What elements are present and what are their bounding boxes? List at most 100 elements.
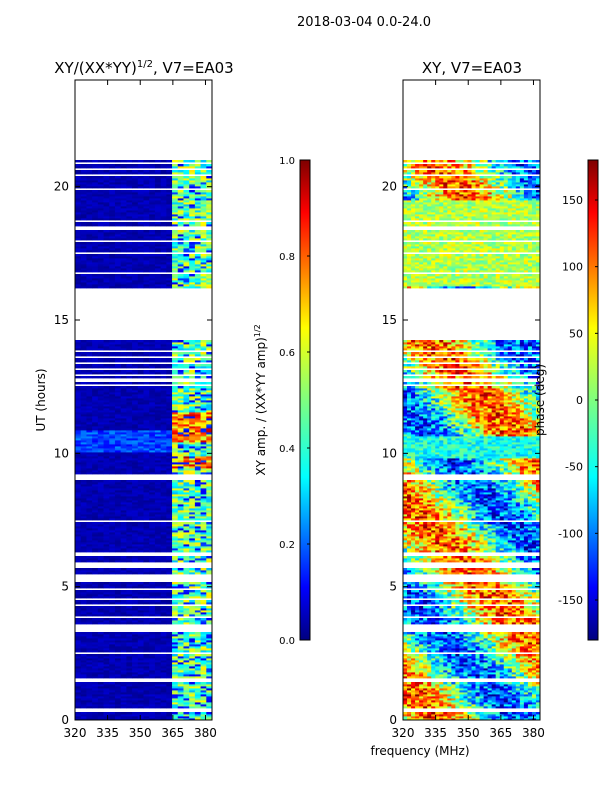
heatmap-cell bbox=[126, 684, 133, 687]
heatmap-cell bbox=[149, 662, 156, 665]
heatmap-cell bbox=[166, 342, 173, 345]
heatmap-cell bbox=[132, 364, 139, 367]
heatmap-cell bbox=[206, 492, 212, 495]
heatmap-cell bbox=[149, 688, 156, 691]
heatmap-cell bbox=[143, 396, 150, 399]
heatmap-cell bbox=[75, 480, 82, 483]
heatmap-cell bbox=[149, 692, 156, 695]
heatmap-cell bbox=[154, 432, 162, 435]
heatmap-cell bbox=[114, 354, 122, 357]
heatmap-cell bbox=[149, 596, 156, 599]
heatmap-cell bbox=[206, 212, 212, 215]
heatmap-cell bbox=[132, 718, 139, 720]
heatmap-cell bbox=[166, 208, 173, 211]
heatmap-cell bbox=[154, 606, 162, 609]
heatmap-cell bbox=[177, 426, 184, 429]
heatmap-cell bbox=[206, 546, 212, 549]
heatmap-cell bbox=[172, 178, 179, 181]
heatmap-cell bbox=[126, 422, 133, 425]
heatmap-cell bbox=[114, 172, 122, 175]
heatmap-cell bbox=[75, 360, 82, 363]
heatmap-cell bbox=[86, 284, 93, 287]
heatmap-cell bbox=[160, 660, 167, 663]
heatmap-cell bbox=[177, 662, 184, 665]
heatmap-cell bbox=[120, 284, 127, 287]
heatmap-cell bbox=[194, 436, 201, 439]
heatmap-cell bbox=[154, 192, 162, 195]
heatmap-cell bbox=[189, 522, 196, 525]
heatmap-cell bbox=[172, 568, 179, 571]
heatmap-cell bbox=[114, 180, 122, 183]
heatmap-cell bbox=[166, 212, 173, 215]
heatmap-cell bbox=[154, 424, 162, 427]
heatmap-cell bbox=[177, 382, 184, 385]
heatmap-cell bbox=[154, 270, 162, 273]
heatmap-cell bbox=[160, 686, 167, 689]
heatmap-cell bbox=[137, 602, 144, 605]
heatmap-cell bbox=[172, 198, 179, 201]
heatmap-cell bbox=[154, 260, 162, 263]
heatmap-cell bbox=[160, 688, 167, 691]
heatmap-cell bbox=[200, 268, 207, 271]
heatmap-cell bbox=[200, 390, 207, 393]
heatmap-cell bbox=[103, 656, 110, 659]
heatmap-cell bbox=[97, 542, 104, 545]
heatmap-cell bbox=[132, 648, 139, 651]
heatmap-cell bbox=[132, 232, 139, 235]
heatmap-cell bbox=[172, 462, 179, 465]
heatmap-cell bbox=[137, 408, 144, 411]
heatmap-cell bbox=[160, 494, 167, 497]
heatmap-cell bbox=[194, 486, 201, 489]
heatmap-cell bbox=[132, 614, 139, 617]
heatmap-cell bbox=[86, 242, 93, 245]
heatmap-cell bbox=[189, 276, 196, 279]
heatmap-cell bbox=[189, 398, 196, 401]
heatmap-cell bbox=[92, 668, 99, 671]
heatmap-cell bbox=[97, 372, 104, 375]
heatmap-cell bbox=[109, 418, 116, 421]
heatmap-cell bbox=[183, 642, 190, 645]
heatmap-cell bbox=[97, 194, 104, 197]
heatmap-cell bbox=[75, 460, 82, 463]
heatmap-cell bbox=[154, 282, 162, 285]
heatmap-cell bbox=[132, 194, 139, 197]
heatmap-cell bbox=[92, 266, 99, 269]
heatmap-cell bbox=[86, 212, 93, 215]
heatmap-cell bbox=[172, 402, 179, 405]
heatmap-cell bbox=[143, 426, 150, 429]
heatmap-cell bbox=[92, 670, 99, 673]
heatmap-cell bbox=[166, 700, 173, 703]
heatmap-cell bbox=[183, 394, 190, 397]
heatmap-cell bbox=[120, 390, 127, 393]
heatmap-cell bbox=[137, 394, 144, 397]
heatmap-cell bbox=[109, 266, 116, 269]
heatmap-cell bbox=[183, 492, 190, 495]
heatmap-cell bbox=[194, 360, 201, 363]
heatmap-cell bbox=[189, 342, 196, 345]
heatmap-cell bbox=[149, 684, 156, 687]
heatmap-cell bbox=[154, 692, 162, 695]
heatmap-cell bbox=[132, 376, 139, 379]
heatmap-cell bbox=[109, 658, 116, 661]
heatmap-cell bbox=[206, 658, 212, 661]
heatmap-cell bbox=[166, 392, 173, 395]
heatmap-cell bbox=[92, 440, 99, 443]
heatmap-cell bbox=[97, 512, 104, 515]
heatmap-cell bbox=[149, 452, 156, 455]
heatmap-cell bbox=[103, 258, 110, 261]
heatmap-cell bbox=[92, 494, 99, 497]
heatmap-cell bbox=[109, 176, 116, 179]
heatmap-cell bbox=[86, 370, 93, 373]
heatmap-cell bbox=[132, 342, 139, 345]
heatmap-cell bbox=[172, 572, 179, 575]
heatmap-cell bbox=[183, 506, 190, 509]
heatmap-cell bbox=[154, 372, 162, 375]
heatmap-cell bbox=[126, 492, 133, 495]
heatmap-cell bbox=[86, 280, 93, 283]
heatmap-cell bbox=[109, 654, 116, 657]
heatmap-cell bbox=[126, 230, 133, 233]
heatmap-cell bbox=[92, 262, 99, 265]
heatmap-cell bbox=[183, 550, 190, 553]
heatmap-cell bbox=[189, 556, 196, 559]
heatmap-cell bbox=[183, 650, 190, 653]
